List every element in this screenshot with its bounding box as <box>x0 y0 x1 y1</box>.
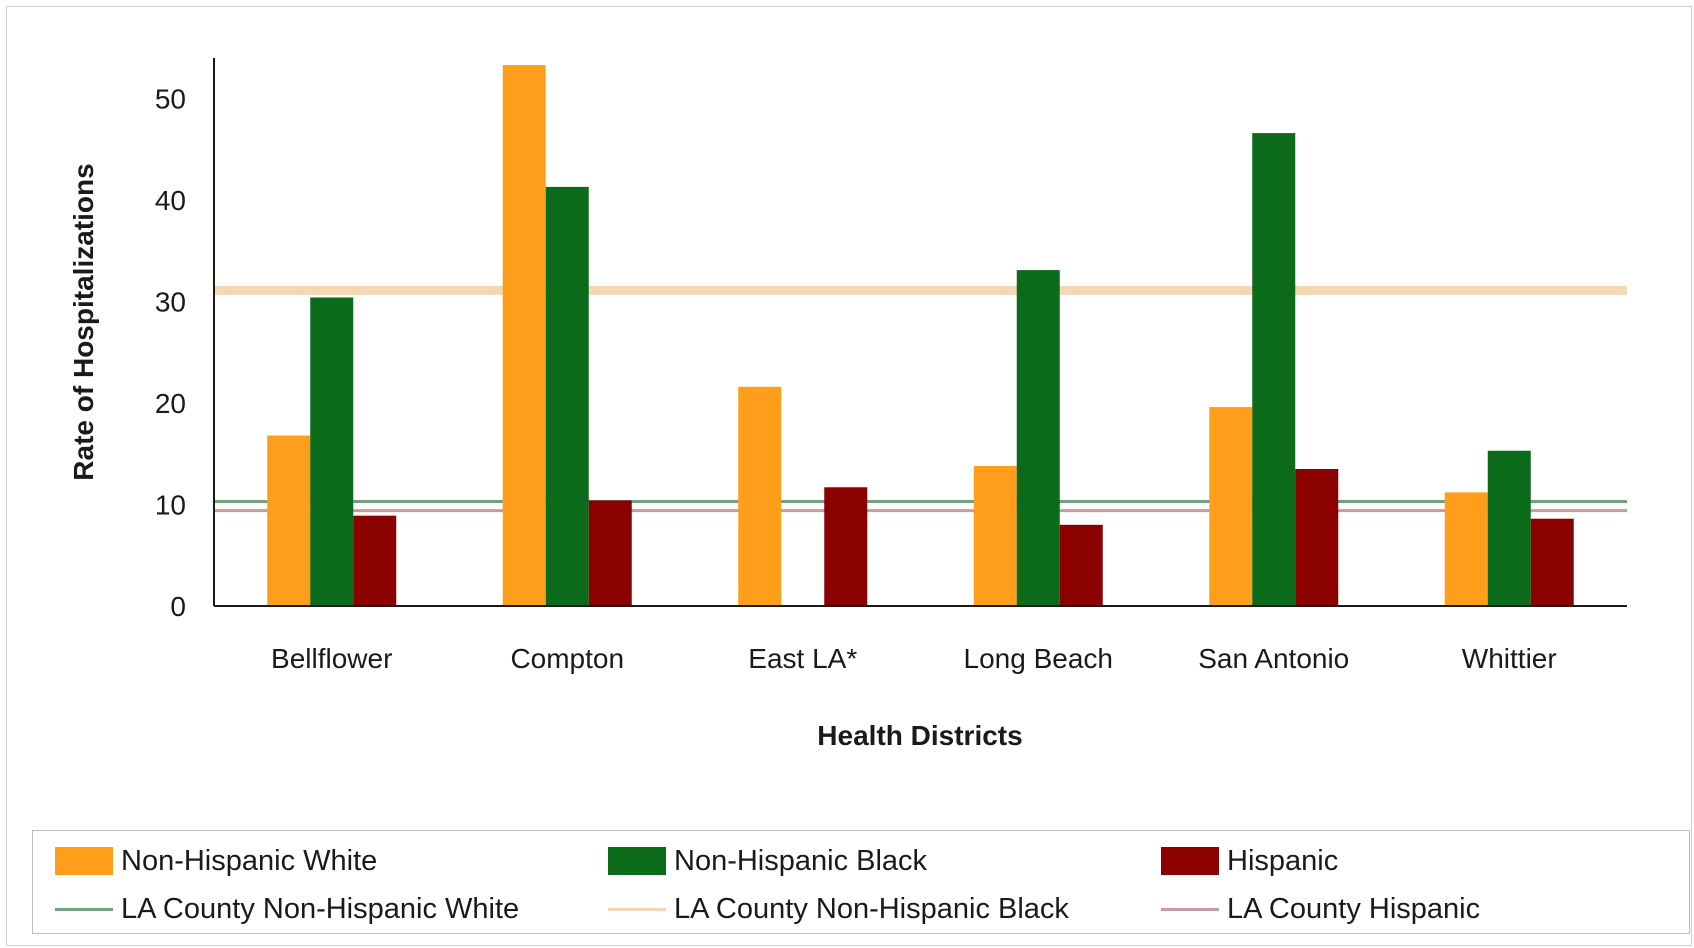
bar-long-beach-non-hispanic-black <box>1016 270 1060 606</box>
y-tick-label: 0 <box>170 591 186 622</box>
bar-compton-non-hispanic-white <box>502 65 546 607</box>
x-tick-label: Compton <box>510 643 624 674</box>
legend-line-swatch <box>1161 907 1219 911</box>
bars-group <box>267 65 1574 607</box>
axes-group <box>213 58 1627 607</box>
x-axis-title: Health Districts <box>817 720 1022 751</box>
x-tick-label: Whittier <box>1462 643 1557 674</box>
bar-compton-hispanic <box>588 500 632 606</box>
legend-item: Hispanic <box>1161 841 1338 881</box>
bar-bellflower-non-hispanic-black <box>310 297 354 606</box>
legend-label: Non-Hispanic Black <box>674 844 928 877</box>
y-tick-label: 40 <box>155 185 186 216</box>
legend-line-swatch <box>608 907 666 911</box>
bar-east-la-hispanic <box>824 487 868 606</box>
bar-compton-non-hispanic-black <box>545 186 589 607</box>
reference-lines <box>214 285 1627 513</box>
legend-line-swatch <box>55 907 113 911</box>
y-tick-labels: 0 10 20 30 40 50 <box>155 84 186 622</box>
legend-swatch <box>1161 847 1219 875</box>
y-tick-label: 10 <box>155 490 186 521</box>
bar-long-beach-hispanic <box>1059 524 1103 606</box>
x-tick-label: East LA* <box>748 643 857 674</box>
legend-swatch <box>55 847 113 875</box>
y-tick-label: 30 <box>155 287 186 318</box>
x-tick-label: Long Beach <box>964 643 1113 674</box>
bar-bellflower-non-hispanic-white <box>267 435 311 606</box>
bar-san-antonio-non-hispanic-black <box>1252 133 1296 606</box>
x-tick-label: San Antonio <box>1198 643 1349 674</box>
legend-item: Non-Hispanic White <box>55 841 377 881</box>
bar-chart: 0 10 20 30 40 50 Bellflower Compton East LA* Lon… <box>68 58 1627 751</box>
y-axis-title: Rate of Hospitalizations <box>68 163 99 480</box>
x-tick-labels: Bellflower Compton East LA* Long Beach San A… <box>271 643 1557 674</box>
bar-whittier-non-hispanic-white <box>1444 492 1488 606</box>
x-tick-label: Bellflower <box>271 643 392 674</box>
bar-san-antonio-hispanic <box>1295 469 1339 606</box>
bar-bellflower-hispanic <box>353 515 397 606</box>
legend-label: LA County Hispanic <box>1227 892 1481 925</box>
legend-label: LA County Non-Hispanic White <box>121 892 520 925</box>
legend-item: LA County Hispanic <box>1161 889 1480 929</box>
bar-east-la-non-hispanic-white <box>738 386 782 606</box>
bar-san-antonio-non-hispanic-white <box>1209 407 1253 606</box>
legend-item: LA County Non-Hispanic Black <box>608 889 1069 929</box>
legend-swatch <box>608 847 666 875</box>
legend: Non-Hispanic White Non-Hispanic Black Hisp… <box>32 830 1690 934</box>
legend-label: LA County Non-Hispanic Black <box>674 892 1069 925</box>
legend-item: LA County Non-Hispanic White <box>55 889 519 929</box>
bar-long-beach-non-hispanic-white <box>973 465 1017 606</box>
legend-label: Hispanic <box>1227 844 1339 877</box>
y-tick-label: 20 <box>155 388 186 419</box>
y-tick-label: 50 <box>155 84 186 115</box>
legend-label: Non-Hispanic White <box>121 844 378 877</box>
bar-whittier-hispanic <box>1530 518 1574 606</box>
bar-whittier-non-hispanic-black <box>1487 450 1531 606</box>
legend-item: Non-Hispanic Black <box>608 841 927 881</box>
